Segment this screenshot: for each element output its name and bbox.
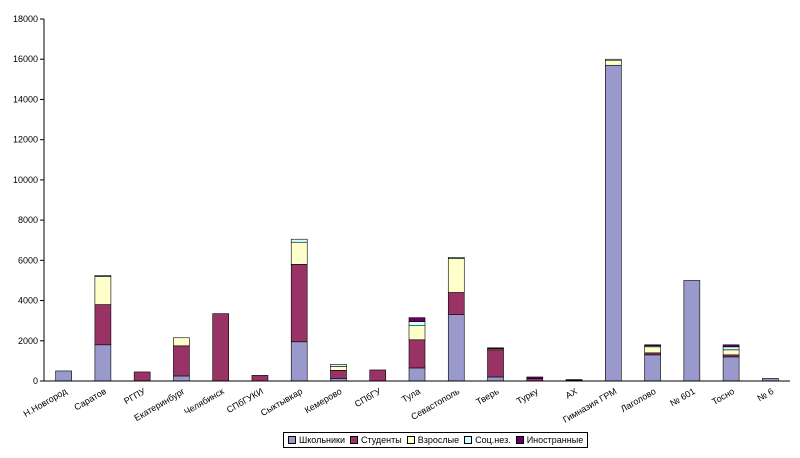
bar-segment — [173, 337, 190, 347]
bar-segment — [94, 344, 112, 382]
y-tick-label: 14000 — [13, 94, 38, 104]
legend-item: Студенты — [350, 435, 402, 445]
y-tick-label: 16000 — [13, 54, 38, 64]
x-tick-label: Кемерово — [303, 386, 344, 415]
bar-segment — [644, 352, 661, 356]
bar-segment — [290, 241, 308, 265]
x-tick-label: Турку — [515, 386, 540, 406]
x-tick-label: Сыктывкар — [259, 386, 304, 418]
bar-segment — [133, 371, 151, 382]
x-tick-label: Тверь — [474, 386, 500, 407]
bar-segment — [408, 317, 426, 322]
bar-segment — [605, 59, 622, 66]
bar-segment — [330, 366, 347, 371]
y-tick-label: 18000 — [13, 14, 38, 24]
x-tick-label: Челябинск — [182, 386, 226, 417]
x-tick-label: № 6 — [755, 386, 775, 403]
bar-segment — [408, 321, 426, 326]
x-tick-label: Н.Новгород — [22, 386, 70, 419]
bar-segment — [369, 369, 387, 382]
bar-segment — [212, 313, 229, 382]
y-tick-label: 4000 — [18, 296, 38, 306]
bar-segment — [447, 314, 465, 382]
legend-swatch — [288, 436, 296, 444]
bar-segment — [605, 58, 622, 61]
bar-segment — [683, 280, 701, 382]
x-tick-label: РГПУ — [122, 386, 147, 406]
x-tick-label: СПбГУ — [353, 386, 383, 409]
bar-segment — [526, 376, 544, 379]
legend-item: Взрослые — [406, 435, 460, 445]
y-axis: 0 2000 4000 6000 8000 10000 12000 14000 16000 180… — [13, 14, 45, 386]
legend-label: Студенты — [361, 435, 402, 445]
bar-segment — [55, 370, 72, 382]
bar-segment — [330, 370, 347, 379]
legend-label: Взрослые — [417, 435, 460, 445]
legend-item: Соц.нез. — [464, 435, 511, 445]
bar-segment — [447, 292, 465, 315]
bar-segment — [94, 275, 112, 277]
bar-segment — [605, 64, 622, 382]
legend-swatch — [515, 436, 524, 444]
bar-segment — [173, 375, 190, 382]
bar-segment — [644, 344, 661, 347]
bar-segment — [94, 276, 112, 305]
x-axis: Н.Новгород Саратов РГПУЕкатеринбургЧелябин… — [22, 380, 790, 425]
y-tick-label: 6000 — [18, 255, 38, 265]
bar-segment — [290, 341, 308, 382]
legend-label: Иностранные — [526, 435, 584, 445]
legend: Школьники Студенты Взрослые Соц.нез. Иностра… — [283, 432, 589, 448]
bar-segment — [487, 349, 504, 378]
bar-segment — [722, 356, 740, 382]
bar-segment — [408, 367, 426, 382]
bar-segment — [487, 376, 504, 382]
bar-segment — [94, 304, 112, 346]
bar-segment — [644, 346, 661, 354]
y-tick-label: 0 — [33, 376, 38, 386]
bar-segment — [722, 344, 740, 348]
legend-swatch — [406, 436, 415, 444]
x-tick-label: АХ — [564, 386, 579, 401]
bar-segment — [722, 346, 740, 351]
bar-segment — [408, 325, 426, 341]
bar-segment — [173, 345, 190, 377]
bar-segment — [722, 349, 740, 356]
bar-segment — [330, 364, 347, 367]
bar-segment — [644, 354, 661, 382]
bar-segment — [290, 264, 308, 343]
bar-segment — [487, 347, 504, 350]
x-tick-label: № 601 — [668, 386, 697, 408]
bar-segment — [251, 375, 269, 382]
y-tick-label: 12000 — [13, 135, 38, 145]
y-tick-label: 10000 — [13, 175, 38, 185]
legend-swatch — [464, 436, 473, 444]
bar-segment — [565, 379, 583, 381]
y-tick-label: 8000 — [18, 215, 38, 225]
bar-segment — [447, 258, 465, 293]
legend-item: Иностранные — [515, 435, 584, 445]
bars — [55, 58, 779, 382]
x-tick-label: Лаголово — [619, 386, 658, 414]
legend-label: Школьники — [299, 435, 345, 445]
x-tick-label: Тосно — [710, 386, 736, 407]
bar-segment — [447, 257, 465, 259]
legend-label: Соц.нез. — [475, 435, 511, 445]
x-tick-label: Тула — [400, 386, 422, 404]
bar-segment — [408, 339, 426, 369]
bar-segment — [722, 354, 740, 358]
legend-swatch — [350, 436, 358, 444]
legend-item: Школьники — [288, 435, 345, 445]
y-tick-label: 2000 — [18, 336, 38, 346]
x-tick-label: Саратов — [72, 386, 108, 412]
bar-segment — [290, 238, 308, 243]
